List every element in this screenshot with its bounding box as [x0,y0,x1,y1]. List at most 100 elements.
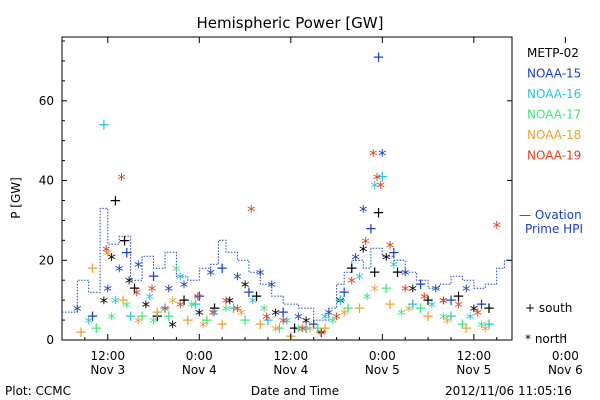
data-point-noaa-19-17: * [361,234,370,254]
data-point-noaa-15-6: + [147,267,160,285]
data-point-noaa-17-3: + [136,307,149,325]
data-point-metp-02-6: * [142,298,151,318]
data-point-noaa-17-5: + [163,307,176,325]
data-point-metp-02-28: * [439,294,448,314]
ovation-label-line2: Prime HPI [525,222,583,236]
data-point-noaa-19-11: * [262,310,271,330]
x-tick-label-time-0: 12:00 [90,349,125,363]
data-point-noaa-15-16: + [277,303,290,321]
data-point-noaa-16-14: * [321,310,330,330]
legend-item-noaa-16: NOAA-16 [527,87,581,101]
data-point-metp-02-25: + [391,263,404,281]
data-point-noaa-19-6: * [194,290,203,310]
data-point-noaa-15-30: + [445,291,458,309]
data-point-noaa-17-2: * [123,298,132,318]
data-point-metp-02-29: + [452,287,465,305]
data-point-noaa-16-7: + [189,295,202,313]
data-point-noaa-15-23: + [365,219,378,237]
y-axis-ticks: 0 20 40 60 [39,40,512,347]
data-point-metp-02-20: + [346,259,359,277]
data-point-noaa-15-21: * [351,250,360,270]
data-point-noaa-19-0: * [102,242,111,262]
data-point-noaa-15-22: * [359,202,368,222]
data-point-metp-02-12: * [226,294,235,314]
data-point-noaa-19-16: * [348,274,357,294]
data-point-metp-02-31: + [483,299,496,317]
data-point-noaa-18-18: * [370,282,379,302]
ovation-prime-hpi-line [62,207,512,321]
data-point-noaa-15-9: + [193,287,206,305]
ovation-step-path [62,207,512,321]
data-point-noaa-16-1: + [98,116,111,134]
data-point-metp-02-0: + [109,192,122,210]
data-point-noaa-15-19: * [325,306,334,326]
data-point-noaa-18-2: * [104,246,113,266]
data-point-noaa-15-29: * [431,282,440,302]
data-point-noaa-15-1: + [86,307,99,325]
x-tick-label-date-4: Nov 5 [456,363,491,377]
data-point-noaa-16-0: * [84,314,93,334]
data-point-noaa-18-20: * [405,302,414,322]
data-point-noaa-18-19: + [384,295,397,313]
data-point-noaa-15-26: + [388,243,401,261]
data-point-noaa-17-8: + [201,311,214,329]
marker-legend: + south * north [525,301,572,346]
data-point-metp-02-3: * [125,274,134,294]
data-point-noaa-15-25: * [378,147,387,167]
data-point-noaa-16-9: + [227,299,240,317]
data-point-noaa-15-14: * [256,266,265,286]
data-point-noaa-19-24: * [439,294,448,314]
x-axis-label: Date and Time [251,384,339,398]
data-point-noaa-17-11: * [260,302,269,322]
data-point-noaa-16-13: + [300,319,313,337]
data-point-noaa-17-20: + [414,299,427,317]
data-points: ++***+* +*+* + ** +*+ * +*+*++*+* + * +* +* +**+* +*… [73,48,501,346]
data-point-metp-02-7: + [151,307,164,325]
legend-item-metp-02: METP-02 [527,46,579,60]
data-point-metp-02-4: * [100,294,109,314]
data-point-noaa-15-18: + [307,315,320,333]
data-point-noaa-15-0: * [73,302,82,322]
data-point-noaa-17-15: * [329,314,338,334]
data-point-noaa-18-3: + [117,291,130,309]
y-tick-label-60: 60 [39,94,54,108]
data-point-noaa-15-5: * [134,258,143,278]
legend-item-noaa-15: NOAA-15 [527,67,581,81]
data-point-noaa-18-15: + [319,319,332,337]
footer-timestamp: 2012/11/06 11:05:16 [445,384,572,398]
data-point-noaa-19-20: * [377,179,386,199]
data-point-metp-02-18: + [315,323,328,341]
legend: METP-02 NOAA-15 NOAA-16 NOAA-17 NOAA-18 NOAA-… [527,46,581,163]
data-point-noaa-19-7: * [209,306,218,326]
data-point-metp-02-22: + [368,263,381,281]
data-point-noaa-19-14: * [317,326,326,346]
data-point-noaa-18-7: + [182,311,195,329]
data-point-noaa-19-10: * [247,202,256,222]
data-point-metp-02-2: * [107,250,116,270]
y-tick-label-0: 0 [46,333,54,347]
data-point-noaa-16-4: * [145,290,154,310]
data-point-noaa-16-11: + [262,311,275,329]
data-point-noaa-17-10: + [239,311,252,329]
data-point-metp-02-19: * [336,294,345,314]
data-point-noaa-18-6: * [168,294,177,314]
data-point-noaa-15-20: + [338,283,351,301]
data-point-noaa-16-24: + [483,315,496,333]
data-point-noaa-18-11: + [254,315,267,333]
data-point-noaa-18-22: * [443,314,452,334]
data-point-metp-02-9: + [178,291,191,309]
data-point-noaa-15-15: * [267,278,276,298]
data-point-noaa-15-27: * [401,266,410,286]
data-point-noaa-17-19: * [397,306,406,326]
x-tick-label-date-3: Nov 5 [365,363,400,377]
data-point-noaa-15-7: * [165,282,174,302]
data-point-noaa-15-28: + [414,275,427,293]
data-point-metp-02-30: * [470,302,479,322]
data-point-noaa-16-6: * [176,270,185,290]
data-point-metp-02-26: * [409,282,418,302]
data-point-noaa-15-13: + [243,283,256,301]
data-point-noaa-16-5: + [159,299,172,317]
data-point-metp-02-17: * [302,314,311,334]
